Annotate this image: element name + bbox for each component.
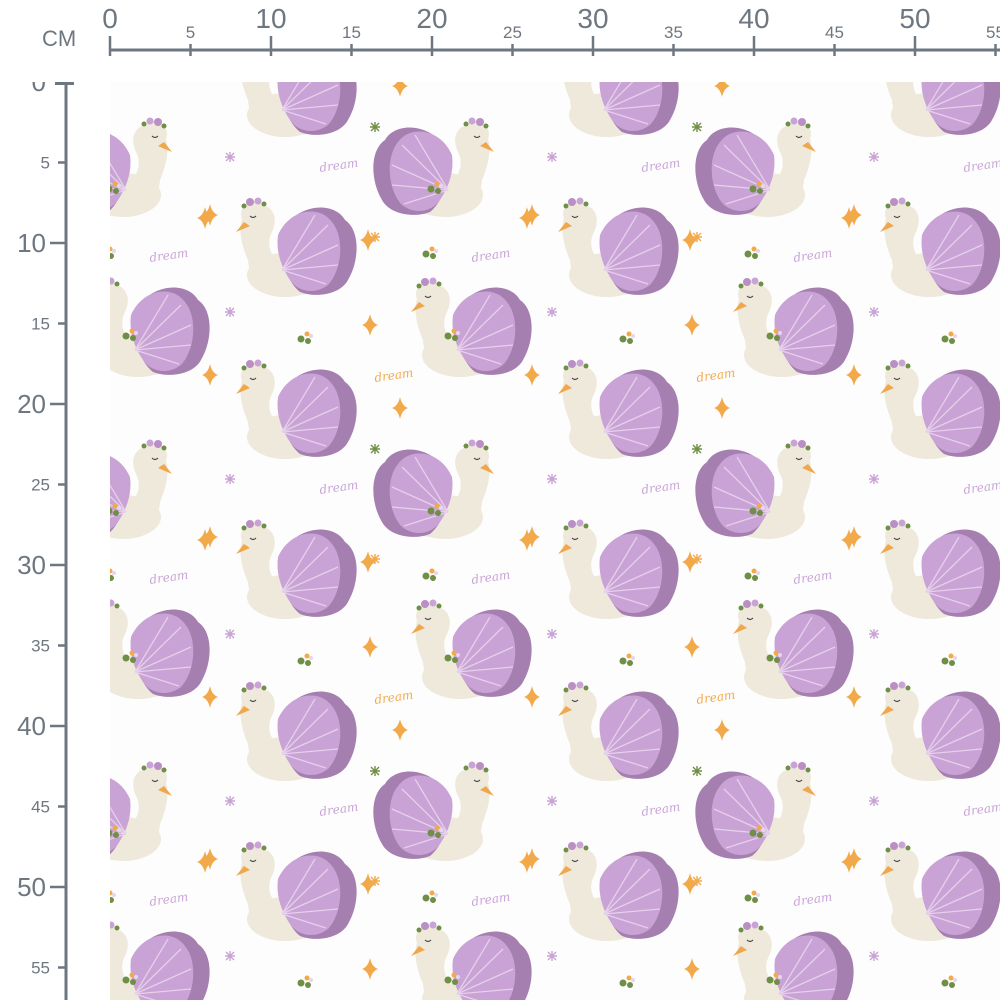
left-ruler: 0 5 10 15 20 25 30 35 40 45 50 55 <box>17 82 74 1000</box>
top-ruler-label: 15 <box>342 23 361 42</box>
left-ruler-label: 55 <box>31 959 50 978</box>
top-ruler-label: 20 <box>416 3 447 34</box>
left-ruler-label: 45 <box>31 798 50 817</box>
top-ruler-label: 25 <box>503 23 522 42</box>
left-ruler-label: 25 <box>31 476 50 495</box>
pattern-fill <box>110 82 1000 1000</box>
top-ruler-label: 10 <box>255 3 286 34</box>
left-ruler-label: 15 <box>31 315 50 334</box>
left-ruler-label: 35 <box>31 637 50 656</box>
top-ruler-label: 50 <box>899 3 930 34</box>
left-ruler-label: 30 <box>17 550 46 580</box>
top-ruler-label: 35 <box>664 23 683 42</box>
left-ruler-label: 5 <box>41 154 50 173</box>
left-ruler-label: 20 <box>17 389 46 419</box>
top-ruler-label: 40 <box>738 3 769 34</box>
left-ruler-label: 0 <box>32 82 46 97</box>
swan-pattern: dreamdreamdreamdreamdreamdreamdreamdream… <box>110 82 1000 1000</box>
fabric-pattern-swatch: dreamdreamdreamdreamdreamdreamdreamdream… <box>110 82 1000 1000</box>
left-ruler-label: 40 <box>17 711 46 741</box>
top-ruler-label: 30 <box>577 3 608 34</box>
top-ruler-label: 5 <box>186 23 195 42</box>
measurement-ruler: CM 0 5 10 15 20 25 30 35 40 45 50 55 <box>42 3 1000 56</box>
top-ruler-label: 55 <box>986 23 1000 42</box>
ruler-unit-label: CM <box>42 26 76 51</box>
left-ruler-label: 50 <box>17 872 46 902</box>
left-ruler-label: 10 <box>17 228 46 258</box>
top-ruler-label: 0 <box>102 3 118 34</box>
top-ruler-label: 45 <box>825 23 844 42</box>
